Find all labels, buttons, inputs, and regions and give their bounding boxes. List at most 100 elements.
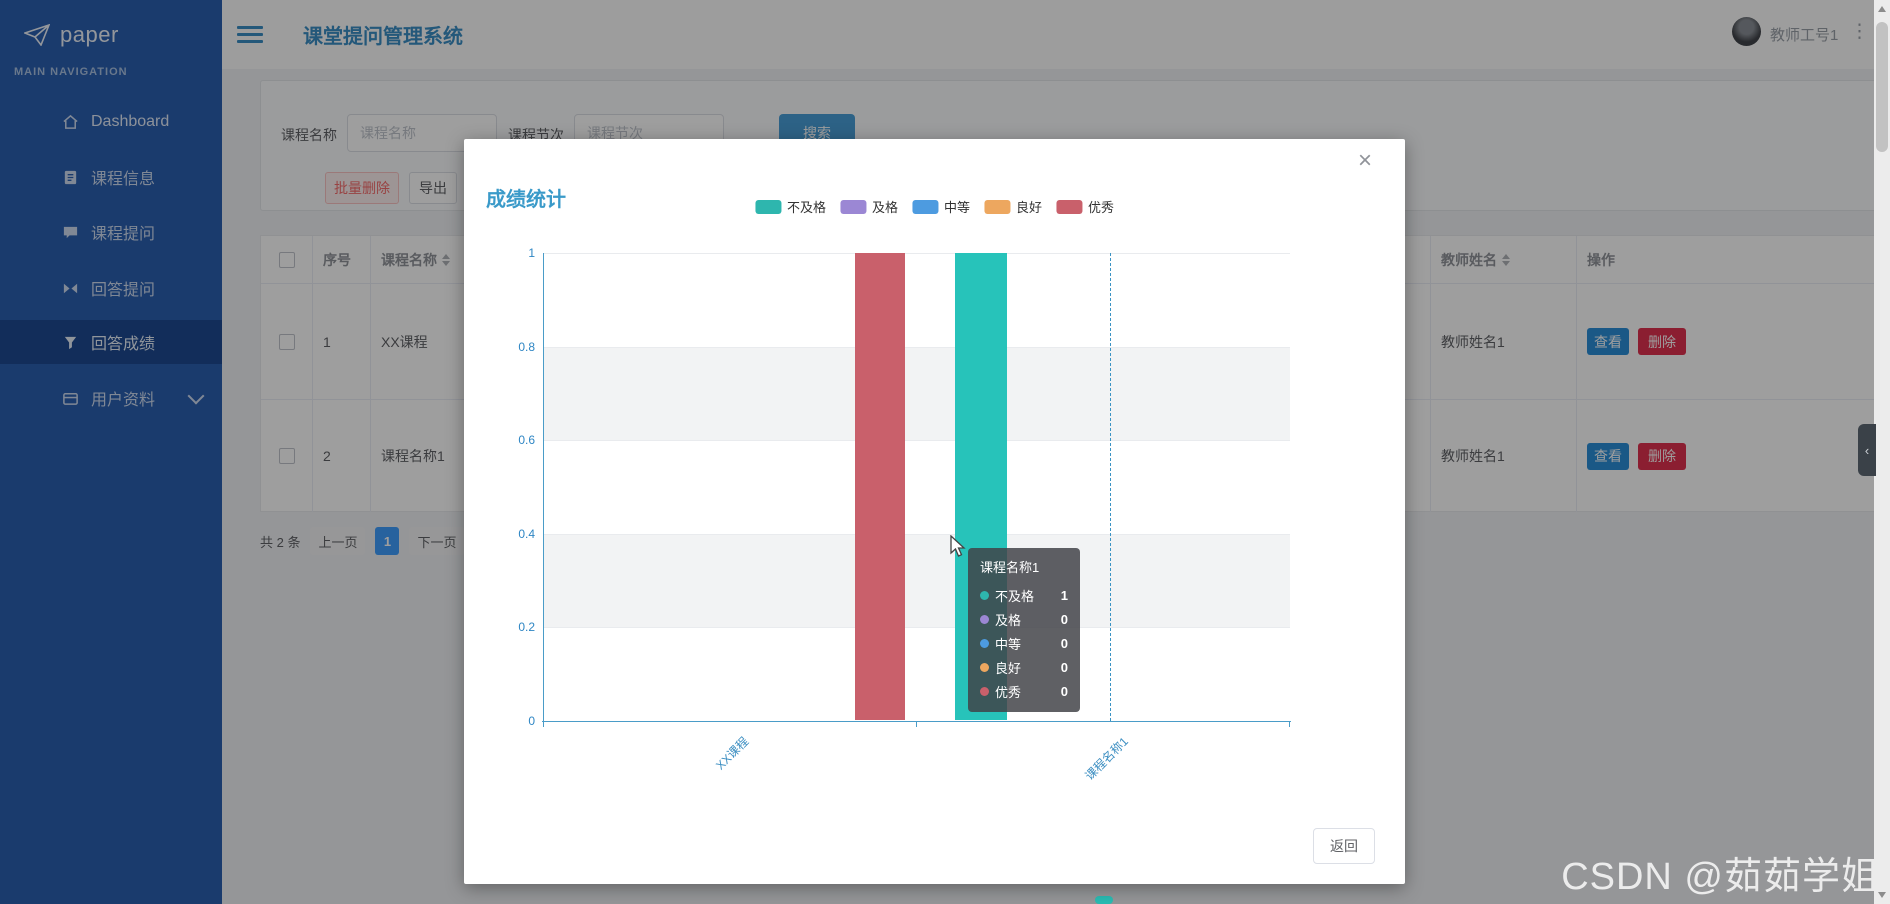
sidebar-item-dashboard[interactable]: Dashboard [0,100,222,144]
chart-tooltip: 课程名称1 不及格 1 及格 0 中等 0 良好 0 优秀 0 [968,548,1080,712]
cell-index: 1 [313,284,371,399]
pagination-total: 共 2 条 [260,534,301,550]
collapse-panel-handle[interactable]: ‹ [1858,424,1876,476]
tooltip-row: 优秀 0 [980,679,1068,703]
sidebar-item-label: 回答提问 [91,282,156,299]
delete-button[interactable]: 删除 [1638,442,1686,470]
tooltip-row: 不及格 1 [980,583,1068,607]
home-icon [63,114,78,129]
sort-icon[interactable] [442,253,450,266]
legend-swatch [911,199,938,214]
legend-swatch [1056,199,1083,214]
chart-legend: 不及格 及格 中等 良好 优秀 [754,197,1114,216]
cell-teacher-name: 教师姓名1 [1431,284,1577,399]
select-all-checkbox[interactable] [278,251,295,268]
table-row: 2 课程名称1 教师姓名1 查看 删除 [261,400,1877,512]
bar-excellent-xx-course[interactable] [855,253,905,720]
scroll-up-arrow-icon[interactable] [1878,6,1886,12]
sidebar: paper MAIN NAVIGATION Dashboard 课程信息 课程提… [0,0,222,904]
y-tick-label: 0.4 [518,527,535,541]
paper-plane-icon [24,24,50,46]
sort-icon[interactable] [1502,253,1510,266]
tooltip-row: 良好 0 [980,655,1068,679]
y-axis-line [543,253,544,721]
sidebar-item-answer-score[interactable]: 回答成绩 [0,320,222,364]
x-axis-line [542,721,1291,722]
batch-delete-button[interactable]: 批量删除 [325,172,399,204]
horizontal-scroll-indicator[interactable] [1095,896,1113,904]
legend-swatch [984,199,1011,214]
page-title: 课堂提问管理系统 [303,26,463,48]
current-page[interactable]: 1 [375,527,400,555]
view-button[interactable]: 查看 [1587,328,1629,355]
delete-button[interactable]: 删除 [1638,328,1686,355]
prev-page-button[interactable]: 上一页 [310,527,366,555]
tooltip-row: 中等 0 [980,631,1068,655]
sidebar-item-label: 课程提问 [91,226,156,243]
sidebar-item-label: 用户资料 [91,392,156,409]
kebab-menu-icon[interactable]: ⋮ [1850,21,1869,42]
pagination: 共 2 条 上一页 1 下一页 [260,527,465,555]
scrollbar-thumb[interactable] [1876,22,1888,152]
sidebar-item-label: Dashboard [91,113,170,130]
sidebar-section-label: MAIN NAVIGATION [14,66,128,78]
clipboard-icon [64,170,77,184]
col-teacher-name[interactable]: 教师姓名 [1431,236,1577,283]
y-tick-label: 0.2 [518,620,535,634]
scroll-down-arrow-icon[interactable] [1878,892,1886,898]
sidebar-item-label: 课程信息 [91,171,156,188]
sidebar-item-course-info[interactable]: 课程信息 [0,155,222,199]
tooltip-title: 课程名称1 [980,560,1040,575]
sidebar-item-course-question[interactable]: 课程提问 [0,210,222,254]
mouse-cursor [950,535,966,557]
username[interactable]: 教师工号1 [1770,27,1839,44]
legend-item[interactable]: 良好 [984,197,1042,216]
chart-title: 成绩统计 [486,189,566,211]
y-tick-label: 1 [528,246,535,260]
cell-index: 2 [313,400,371,512]
y-tick-label: 0.8 [518,340,535,354]
legend-item[interactable]: 及格 [839,197,898,216]
next-page-button[interactable]: 下一页 [409,527,465,555]
col-actions: 操作 [1587,251,1615,268]
tooltip-row: 及格 0 [980,607,1068,631]
legend-item[interactable]: 优秀 [1056,197,1114,216]
bar-chart-plot: 1 0.8 0.6 0.4 0.2 0 XX课程 课程名称1 课程名称1 不及格… [518,246,1291,783]
logo[interactable]: paper [0,0,222,69]
sidebar-item-answer-question[interactable]: 回答提问 [0,266,222,310]
series-dot [980,662,989,672]
series-dot [980,686,989,696]
hover-dashed-line [1110,253,1111,721]
back-button[interactable]: 返回 [1313,828,1375,864]
sidebar-item-label: 回答成绩 [91,336,156,353]
y-tick-label: 0.6 [518,433,535,447]
course-name-label: 课程名称 [281,127,337,143]
export-button[interactable]: 导出 [409,172,457,204]
course-name-input[interactable] [347,114,497,152]
series-dot [980,590,989,600]
row-checkbox[interactable] [278,448,295,464]
legend-item[interactable]: 中等 [911,197,970,216]
avatar[interactable] [1732,17,1761,46]
close-icon[interactable]: × [1358,147,1373,174]
series-dot [980,614,989,624]
x-axis-label: XX课程 [713,734,752,773]
folder-icon [63,392,78,405]
funnel-icon [64,336,77,349]
watermark: CSDN @茹茹学姐 [1561,856,1880,898]
cell-teacher-name: 教师姓名1 [1431,400,1577,512]
legend-swatch [754,199,781,214]
legend-item[interactable]: 不及格 [754,197,826,216]
chat-icon [63,226,78,238]
top-header: 课堂提问管理系统 教师工号1 ⋮ [222,0,1890,69]
logo-text: paper [60,21,119,47]
sidebar-item-user-profile[interactable]: 用户资料 [0,376,222,420]
score-stats-modal: × 成绩统计 不及格 及格 中等 良好 优秀 1 0.8 0.6 0.4 0.2… [464,139,1405,884]
view-button[interactable]: 查看 [1587,442,1629,470]
row-checkbox[interactable] [278,333,295,350]
scrollbar[interactable] [1874,0,1890,904]
hamburger-menu-icon[interactable] [237,26,263,43]
legend-swatch [839,199,866,214]
ribbon-icon [63,283,78,293]
